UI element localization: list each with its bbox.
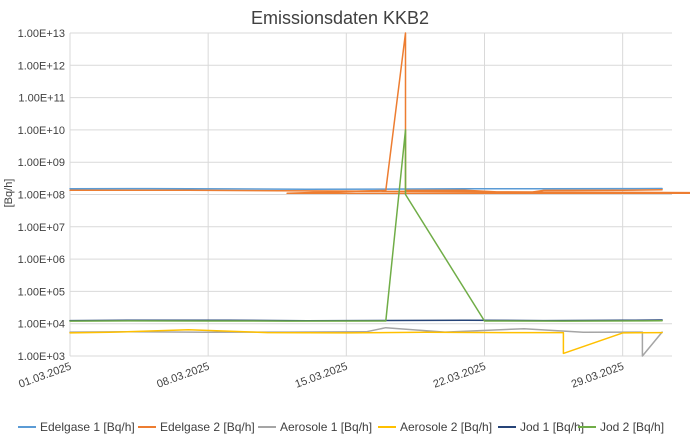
legend-label: Aerosole 1 [Bq/h]: [280, 420, 372, 434]
series-line: [69, 32, 690, 194]
y-tick-label: 1.00E+04: [18, 319, 65, 331]
x-tick-label: 08.03.2025: [155, 361, 211, 391]
x-tick-label: 22.03.2025: [432, 361, 488, 391]
series-line: [69, 187, 663, 190]
y-tick-label: 1.00E+06: [18, 254, 65, 266]
x-tick-label: 15.03.2025: [294, 361, 350, 391]
chart-title: Emissionsdaten KKB2: [251, 8, 429, 28]
legend-item: Edelgase 1 [Bq/h]: [18, 420, 135, 434]
y-tick-label: 1.00E+10: [18, 125, 65, 137]
series-line: [69, 326, 663, 357]
legend-item: Aerosole 1 [Bq/h]: [258, 420, 372, 434]
legend-item: Aerosole 2 [Bq/h]: [378, 420, 492, 434]
legend-label: Jod 1 [Bq/h]: [520, 420, 584, 434]
y-tick-label: 1.00E+12: [18, 60, 65, 72]
legend-item: Jod 1 [Bq/h]: [498, 420, 584, 434]
y-tick-label: 1.00E+07: [18, 222, 65, 234]
y-tick-label: 1.00E+08: [18, 190, 65, 202]
y-tick-label: 1.00E+09: [18, 157, 65, 169]
series-line: [69, 129, 663, 322]
y-tick-label: 1.00E+11: [18, 93, 65, 105]
legend-item: Edelgase 2 [Bq/h]: [138, 420, 255, 434]
legend-label: Aerosole 2 [Bq/h]: [400, 420, 492, 434]
y-tick-label: 1.00E+13: [18, 28, 65, 40]
x-tick-label: 01.03.2025: [17, 361, 73, 391]
legend-label: Edelgase 1 [Bq/h]: [40, 420, 135, 434]
y-tick-label: 1.00E+03: [18, 351, 65, 363]
y-tick-layer: 1.00E+03 1.00E+04 1.00E+05 1.00E+06 1.00E+07…: [18, 28, 65, 363]
y-axis-title: [Bq/h]: [3, 179, 15, 208]
x-tick-label: 29.03.2025: [570, 361, 626, 391]
grid-layer: [69, 32, 672, 357]
y-tick-label: 1.00E+05: [18, 286, 65, 298]
legend-label: Jod 2 [Bq/h]: [600, 420, 664, 434]
legend-label: Edelgase 2 [Bq/h]: [160, 420, 255, 434]
legend: Edelgase 1 [Bq/h] Edelgase 2 [Bq/h] Aeroso…: [18, 420, 664, 434]
series-line: [69, 328, 663, 355]
x-tick-layer: 01.03.2025 08.03.2025 15.03.2025 22.03.2025…: [17, 361, 626, 391]
legend-item: Jod 2 [Bq/h]: [578, 420, 664, 434]
series-layer: [69, 32, 690, 357]
